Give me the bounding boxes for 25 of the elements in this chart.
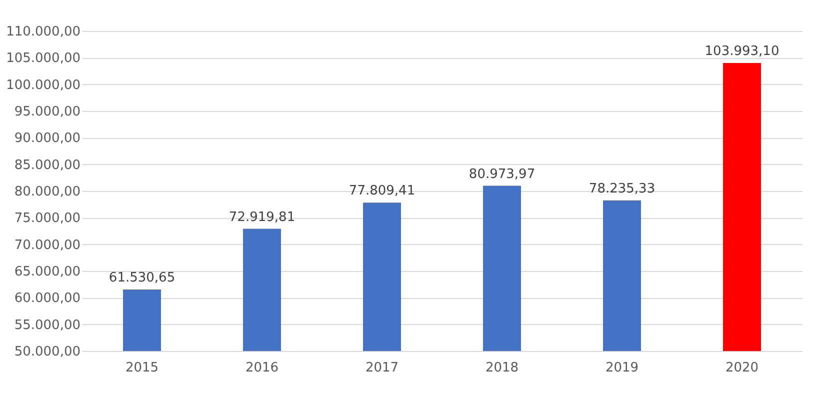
y-tick-label: 85.000,00 (14, 158, 80, 173)
y-tick-label: 90.000,00 (14, 131, 80, 146)
data-label: 77.809,41 (348, 184, 416, 199)
y-tick-label: 55.000,00 (14, 318, 80, 333)
y-tick-label: 95.000,00 (14, 104, 80, 120)
x-tick-label: 2019 (605, 360, 639, 376)
y-tick-label: 60.000,00 (14, 291, 80, 306)
y-tick-label: 75.000,00 (14, 211, 80, 226)
data-label: 72.919,81 (228, 210, 296, 225)
y-tick-label: 50.000,00 (14, 344, 80, 360)
x-tick-label: 2017 (365, 360, 399, 376)
data-label: 78.235,33 (588, 181, 656, 196)
x-tick-label: 2020 (725, 360, 759, 376)
data-label: 103.993,10 (704, 44, 780, 60)
y-tick-label: 80.000,00 (14, 184, 80, 200)
y-tick-label: 70.000,00 (14, 238, 80, 253)
y-tick-label: 110.000,00 (6, 24, 80, 40)
data-label: 80.973,97 (468, 166, 536, 182)
x-tick-label: 2015 (125, 360, 159, 376)
y-tick-label: 100.000,00 (6, 78, 80, 93)
x-tick-label: 2016 (245, 360, 279, 376)
data-label: 61.530,65 (108, 270, 176, 286)
x-tick-label: 2018 (485, 360, 519, 376)
y-tick-label: 105.000,00 (6, 51, 80, 66)
y-tick-label: 65.000,00 (14, 264, 80, 280)
